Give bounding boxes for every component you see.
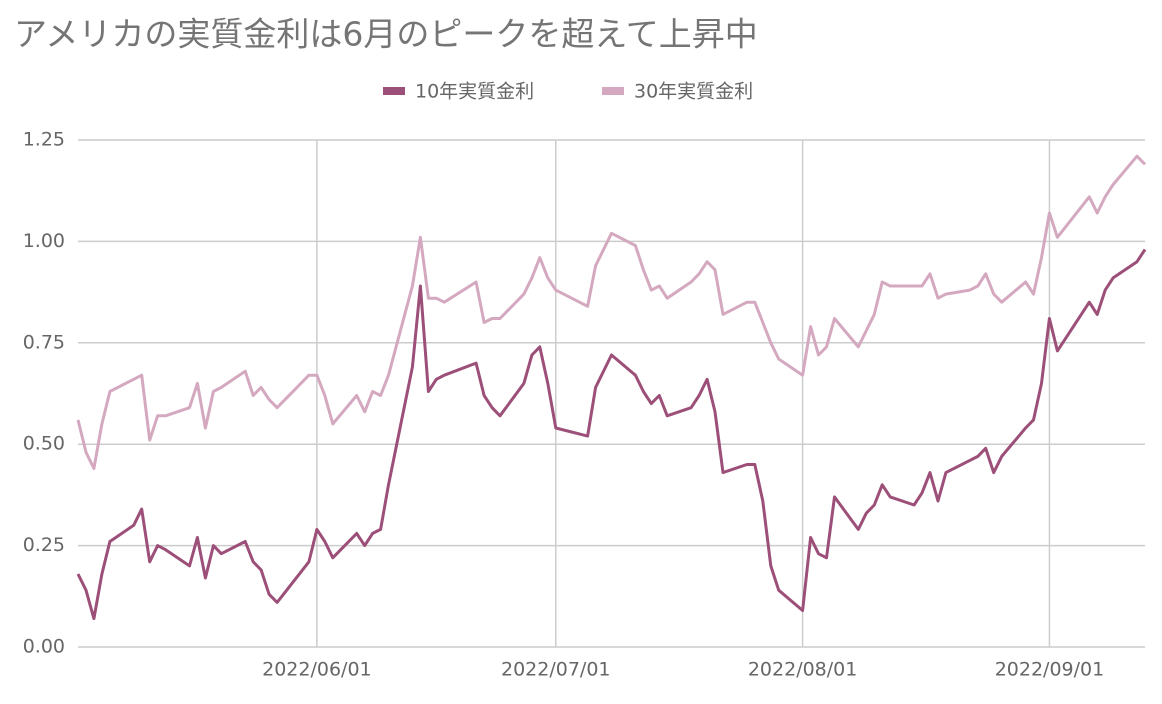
y-tick-label: 0.50 xyxy=(23,433,65,455)
series-line xyxy=(76,154,1147,470)
legend-swatch xyxy=(602,87,624,95)
y-tick-label: 1.25 xyxy=(23,129,65,151)
x-tick-label: 2022/09/01 xyxy=(995,659,1105,681)
y-tick-label: 0.00 xyxy=(23,636,65,658)
legend-label: 10年実質金利 xyxy=(415,81,534,103)
x-tick-label: 2022/07/01 xyxy=(501,659,611,681)
legend-swatch xyxy=(383,87,405,95)
x-tick-label: 2022/08/01 xyxy=(748,659,858,681)
series-line xyxy=(76,248,1147,621)
chart-title: アメリカの実質金利は6月のピークを超えて上昇中 xyxy=(14,15,758,54)
y-tick-label: 0.25 xyxy=(23,534,65,556)
x-tick-label: 2022/06/01 xyxy=(262,659,372,681)
y-tick-label: 0.75 xyxy=(23,331,65,353)
legend-label: 30年実質金利 xyxy=(634,81,753,103)
y-tick-label: 1.00 xyxy=(23,230,65,252)
